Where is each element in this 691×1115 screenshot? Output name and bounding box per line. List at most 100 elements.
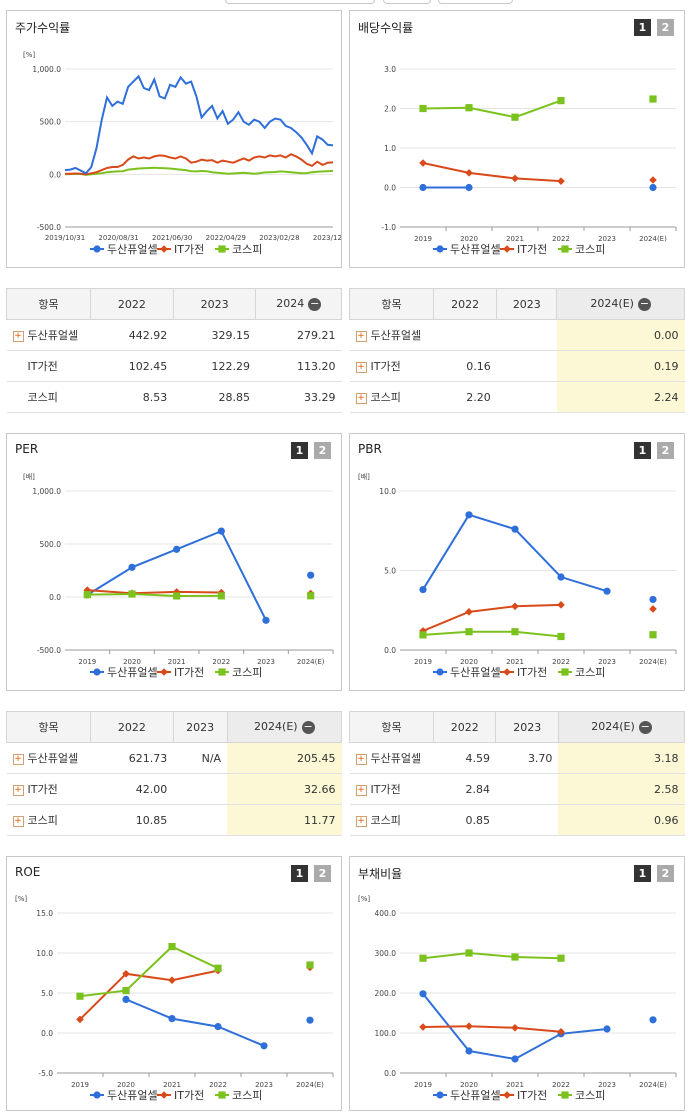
legend-label[interactable]: 코스피 [232,243,262,256]
expand-icon[interactable]: + [355,753,367,765]
page-2-button[interactable]: 2 [657,19,674,36]
data-point[interactable] [307,571,315,579]
data-point[interactable] [262,616,270,624]
data-point[interactable] [465,169,473,177]
legend-marker[interactable] [503,1091,511,1099]
legend-label[interactable]: 두산퓨얼셀 [450,242,501,256]
page-1-button[interactable]: 1 [634,19,651,36]
data-point[interactable] [217,592,225,600]
data-point[interactable] [419,183,427,192]
legend-label[interactable]: 두산퓨얼셀 [450,1088,501,1102]
data-point[interactable] [649,95,657,103]
data-point[interactable] [649,1016,657,1024]
data-point[interactable] [122,970,130,978]
data-point[interactable] [168,1015,176,1023]
legend-marker[interactable] [436,668,444,676]
data-point[interactable] [649,631,657,639]
legend-marker[interactable] [160,245,168,253]
legend-marker[interactable] [93,668,101,676]
expand-icon[interactable]: + [12,330,24,342]
data-point[interactable] [511,525,519,533]
data-point[interactable] [557,97,565,105]
data-point[interactable] [168,976,176,984]
expand-icon[interactable]: + [12,784,24,796]
legend-marker[interactable] [436,245,444,253]
data-point[interactable] [649,183,657,192]
data-point[interactable] [83,591,91,599]
top-control-3[interactable] [438,0,513,4]
legend-label[interactable]: IT가전 [517,243,547,256]
collapse-icon[interactable]: − [637,296,651,311]
data-point[interactable] [122,987,130,995]
page-1-button[interactable]: 1 [291,442,308,459]
legend-label[interactable]: 두산퓨얼셀 [107,665,158,679]
data-point[interactable] [172,588,181,596]
legend-marker[interactable] [218,245,226,253]
data-point[interactable] [465,183,473,192]
page-2-button[interactable]: 2 [314,442,331,459]
data-point[interactable] [557,1028,565,1036]
data-point[interactable] [306,961,314,969]
page-2-button[interactable]: 2 [657,442,674,459]
data-point[interactable] [511,1024,519,1032]
legend-label[interactable]: IT가전 [517,666,547,679]
data-point[interactable] [557,601,565,609]
data-point[interactable] [122,995,130,1003]
legend-label[interactable]: 코스피 [232,1089,262,1102]
page-2-button[interactable]: 2 [657,865,674,882]
page-1-button[interactable]: 1 [634,865,651,882]
legend-label[interactable]: 코스피 [575,666,605,679]
data-point[interactable] [419,954,427,962]
data-point[interactable] [557,632,565,641]
data-point[interactable] [649,595,657,604]
data-point[interactable] [511,1055,519,1063]
data-point[interactable] [465,104,473,112]
collapse-icon[interactable]: − [638,719,652,734]
data-point[interactable] [511,113,519,121]
legend-marker[interactable] [93,1091,101,1099]
legend-marker[interactable] [218,1091,226,1099]
data-point[interactable] [649,605,657,613]
data-point[interactable] [649,176,657,184]
data-point[interactable] [306,1016,314,1024]
legend-marker[interactable] [93,245,101,253]
legend-label[interactable]: IT가전 [174,1089,204,1102]
data-point[interactable] [419,585,427,594]
legend-marker[interactable] [503,668,511,676]
legend-marker[interactable] [160,668,168,676]
data-point[interactable] [76,1015,84,1024]
expand-icon[interactable]: + [355,815,367,827]
legend-label[interactable]: 두산퓨얼셀 [107,1088,158,1102]
data-point[interactable] [128,563,136,571]
expand-icon[interactable]: + [12,815,24,827]
data-point[interactable] [419,159,427,167]
legend-marker[interactable] [561,1091,569,1099]
data-point[interactable] [76,992,84,1000]
data-point[interactable] [214,1023,222,1031]
legend-marker[interactable] [561,668,569,676]
legend-label[interactable]: IT가전 [517,1089,547,1102]
legend-label[interactable]: 두산퓨얼셀 [107,242,158,256]
data-point[interactable] [128,590,136,598]
data-point[interactable] [83,586,92,594]
data-point[interactable] [603,1025,611,1033]
data-point[interactable] [465,628,473,636]
collapse-icon[interactable]: − [308,296,322,311]
legend-label[interactable]: IT가전 [174,243,204,256]
data-point[interactable] [173,545,181,553]
data-point[interactable] [557,573,565,581]
data-point[interactable] [465,1022,473,1030]
data-point[interactable] [307,592,315,600]
data-point[interactable] [168,943,176,951]
data-point[interactable] [557,954,565,962]
data-point[interactable] [465,949,473,957]
data-point[interactable] [214,964,222,972]
legend-label[interactable]: 코스피 [575,243,605,256]
data-point[interactable] [419,1023,427,1031]
legend-marker[interactable] [503,245,511,253]
page-1-button[interactable]: 1 [291,865,308,882]
data-point[interactable] [260,1042,268,1050]
data-point[interactable] [465,1047,473,1055]
legend-label[interactable]: IT가전 [174,666,204,679]
expand-icon[interactable]: + [355,361,367,373]
